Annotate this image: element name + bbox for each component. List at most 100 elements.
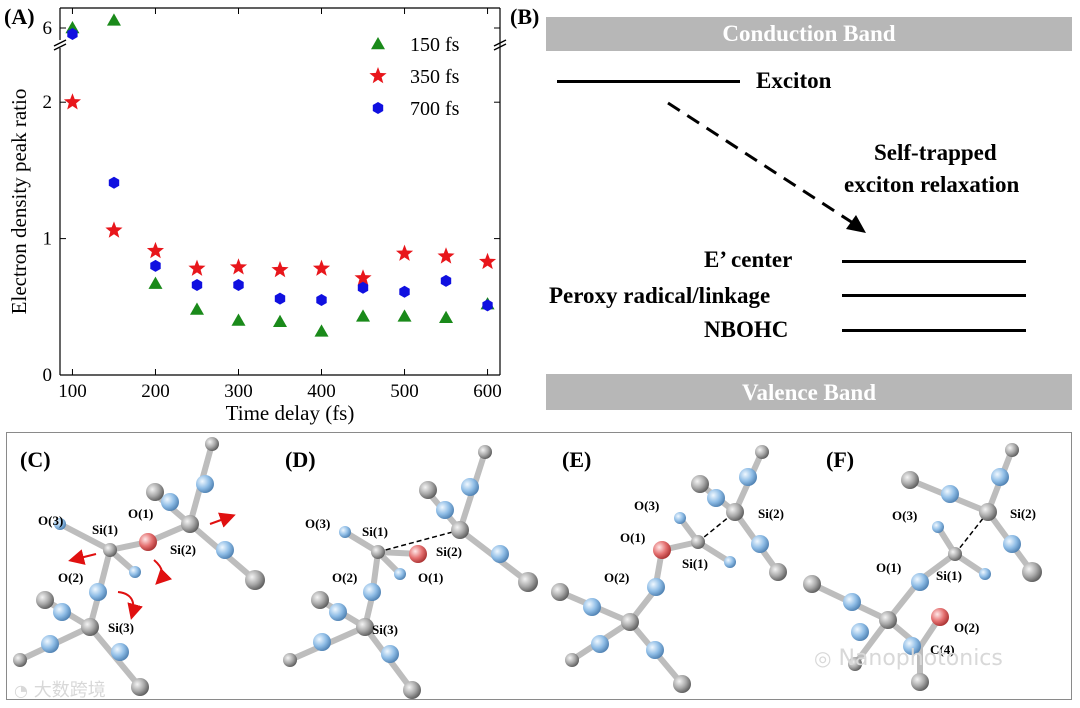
data-point-hexagon <box>399 285 410 298</box>
data-point-triangle <box>189 302 204 315</box>
c-si3-label: Si(3) <box>108 620 134 635</box>
watermark-left: ◔ 大数跨境 <box>14 676 106 702</box>
data-point-star <box>396 244 414 261</box>
e-center-label: E’ center <box>704 247 793 272</box>
e-si2-label: Si(2) <box>758 506 784 521</box>
nbohc-label: NBOHC <box>704 317 789 342</box>
data-point-triangle <box>356 309 371 322</box>
data-point-triangle <box>314 324 329 337</box>
legend-label: 700 fs <box>410 98 460 120</box>
data-point-triangle <box>148 276 163 289</box>
axis-break-mark <box>493 43 507 51</box>
data-point-star <box>188 259 206 276</box>
data-point-hexagon <box>108 176 120 189</box>
c-o3-label: O(3) <box>38 513 63 528</box>
legend-marker-hexagon <box>372 102 384 114</box>
c-o2-label: O(2) <box>58 570 83 585</box>
e-o1-label: O(1) <box>620 530 645 545</box>
data-point-hexagon <box>233 279 244 291</box>
data-point-star <box>271 261 289 278</box>
x-tick-label: 300 <box>224 381 253 402</box>
axis-break-mark <box>53 43 67 51</box>
molecule-e: O(3) Si(2) O(1) Si(1) O(2) <box>551 445 787 693</box>
d-si2-label: Si(2) <box>436 544 462 559</box>
data-point-star <box>229 258 248 275</box>
data-point-hexagon <box>482 299 493 312</box>
panel-e-label: (E) <box>562 447 592 472</box>
valence-band: Valence Band <box>546 374 1072 410</box>
axis-break-mark <box>53 39 67 47</box>
c-si2-label: Si(2) <box>170 542 196 557</box>
exciton-level-line <box>557 80 740 83</box>
panel-c-label: (C) <box>20 447 51 472</box>
d-o1-label: O(1) <box>418 570 443 585</box>
data-point-hexagon <box>150 259 161 272</box>
f-c4-label: C(4) <box>930 642 955 657</box>
y-axis-label: Electron density peak ratio <box>7 89 31 315</box>
data-point-hexagon <box>67 28 78 40</box>
legend-label: 150 fs <box>410 34 460 56</box>
panel-a-label: (A) <box>4 4 35 29</box>
x-axis-label: Time delay (fs) <box>226 401 355 425</box>
exciton-label: Exciton <box>756 68 832 93</box>
legend-label: 350 fs <box>410 66 460 88</box>
d-si3-label: Si(3) <box>372 622 398 637</box>
data-point-triangle <box>439 310 454 323</box>
f-si2-label: Si(2) <box>1010 506 1036 521</box>
c-si1-label: Si(1) <box>92 522 118 537</box>
x-tick-label: 400 <box>307 381 336 402</box>
data-point-star <box>437 247 455 264</box>
data-point-triangle <box>273 314 287 328</box>
legend-marker-star <box>369 67 387 84</box>
panel-f-label: (F) <box>826 447 855 472</box>
y-tick-label: 2 <box>43 92 53 113</box>
panel-b-label: (B) <box>510 4 540 29</box>
x-tick-label: 200 <box>141 381 170 402</box>
data-point-hexagon <box>274 292 286 305</box>
panel-d-label: (D) <box>285 447 316 472</box>
conduction-band: Conduction Band <box>546 17 1072 51</box>
molecule-d: O(3) Si(1) Si(2) O(2) O(1) Si(3) <box>283 445 538 699</box>
data-point-triangle <box>397 309 412 322</box>
data-point-hexagon <box>357 281 369 294</box>
relaxation-arrow <box>667 101 866 233</box>
peroxy-level-line <box>842 294 1026 297</box>
x-tick-label: 500 <box>390 381 419 402</box>
data-point-star <box>312 259 331 276</box>
y-tick-label: 1 <box>43 229 53 250</box>
data-point-triangle <box>106 13 121 26</box>
e-o2-label: O(2) <box>604 570 629 585</box>
molecule-panels-frame <box>6 432 1072 700</box>
peroxy-label: Peroxy radical/linkage <box>549 283 771 308</box>
data-point-star <box>354 269 372 286</box>
data-point-triangle <box>231 313 246 326</box>
f-si1-label: Si(1) <box>936 568 962 583</box>
f-o3-label: O(3) <box>892 508 917 523</box>
data-point-star <box>146 241 164 259</box>
e-si1-label: Si(1) <box>682 556 708 571</box>
d-si1-label: Si(1) <box>362 524 388 539</box>
molecule-structures: O(3) Si(1) O(1) Si(2) O(2) Si(3) O(3) Si… <box>13 437 1042 699</box>
e-center-level-line <box>842 260 1026 263</box>
data-point-hexagon <box>191 279 203 291</box>
d-o2-label: O(2) <box>332 570 357 585</box>
data-point-star <box>479 252 497 270</box>
x-tick-label: 100 <box>58 381 87 402</box>
y-tick-label: 0 <box>43 365 53 386</box>
watermark-right: ◎ Nanophotonics <box>814 646 1003 671</box>
scatter-chart: 100 200 300 400 500 600 0 1 2 6 Time delay (fs) Ele… <box>7 7 507 425</box>
watermark-right-text: Nanophotonics <box>838 646 1003 671</box>
nbohc-level-line <box>842 329 1026 332</box>
relaxation-label-line2: exciton relaxation <box>844 172 1020 197</box>
data-point-hexagon <box>440 274 452 287</box>
wechat-icon: ◎ <box>814 646 832 670</box>
watermark-left-text: 大数跨境 <box>33 680 106 701</box>
relaxation-label-line1: Self-trapped <box>874 140 997 165</box>
data-point-star <box>63 93 81 110</box>
y-tick-label: 6 <box>43 18 53 39</box>
data-point-hexagon <box>316 294 327 306</box>
molecule-c: O(3) Si(1) O(1) Si(2) O(2) Si(3) <box>13 437 265 696</box>
d-o3-label: O(3) <box>305 516 330 531</box>
axis-break-mark <box>493 39 507 47</box>
molecule-f: O(3) Si(2) O(1) Si(1) O(2) C(4) <box>803 443 1042 691</box>
